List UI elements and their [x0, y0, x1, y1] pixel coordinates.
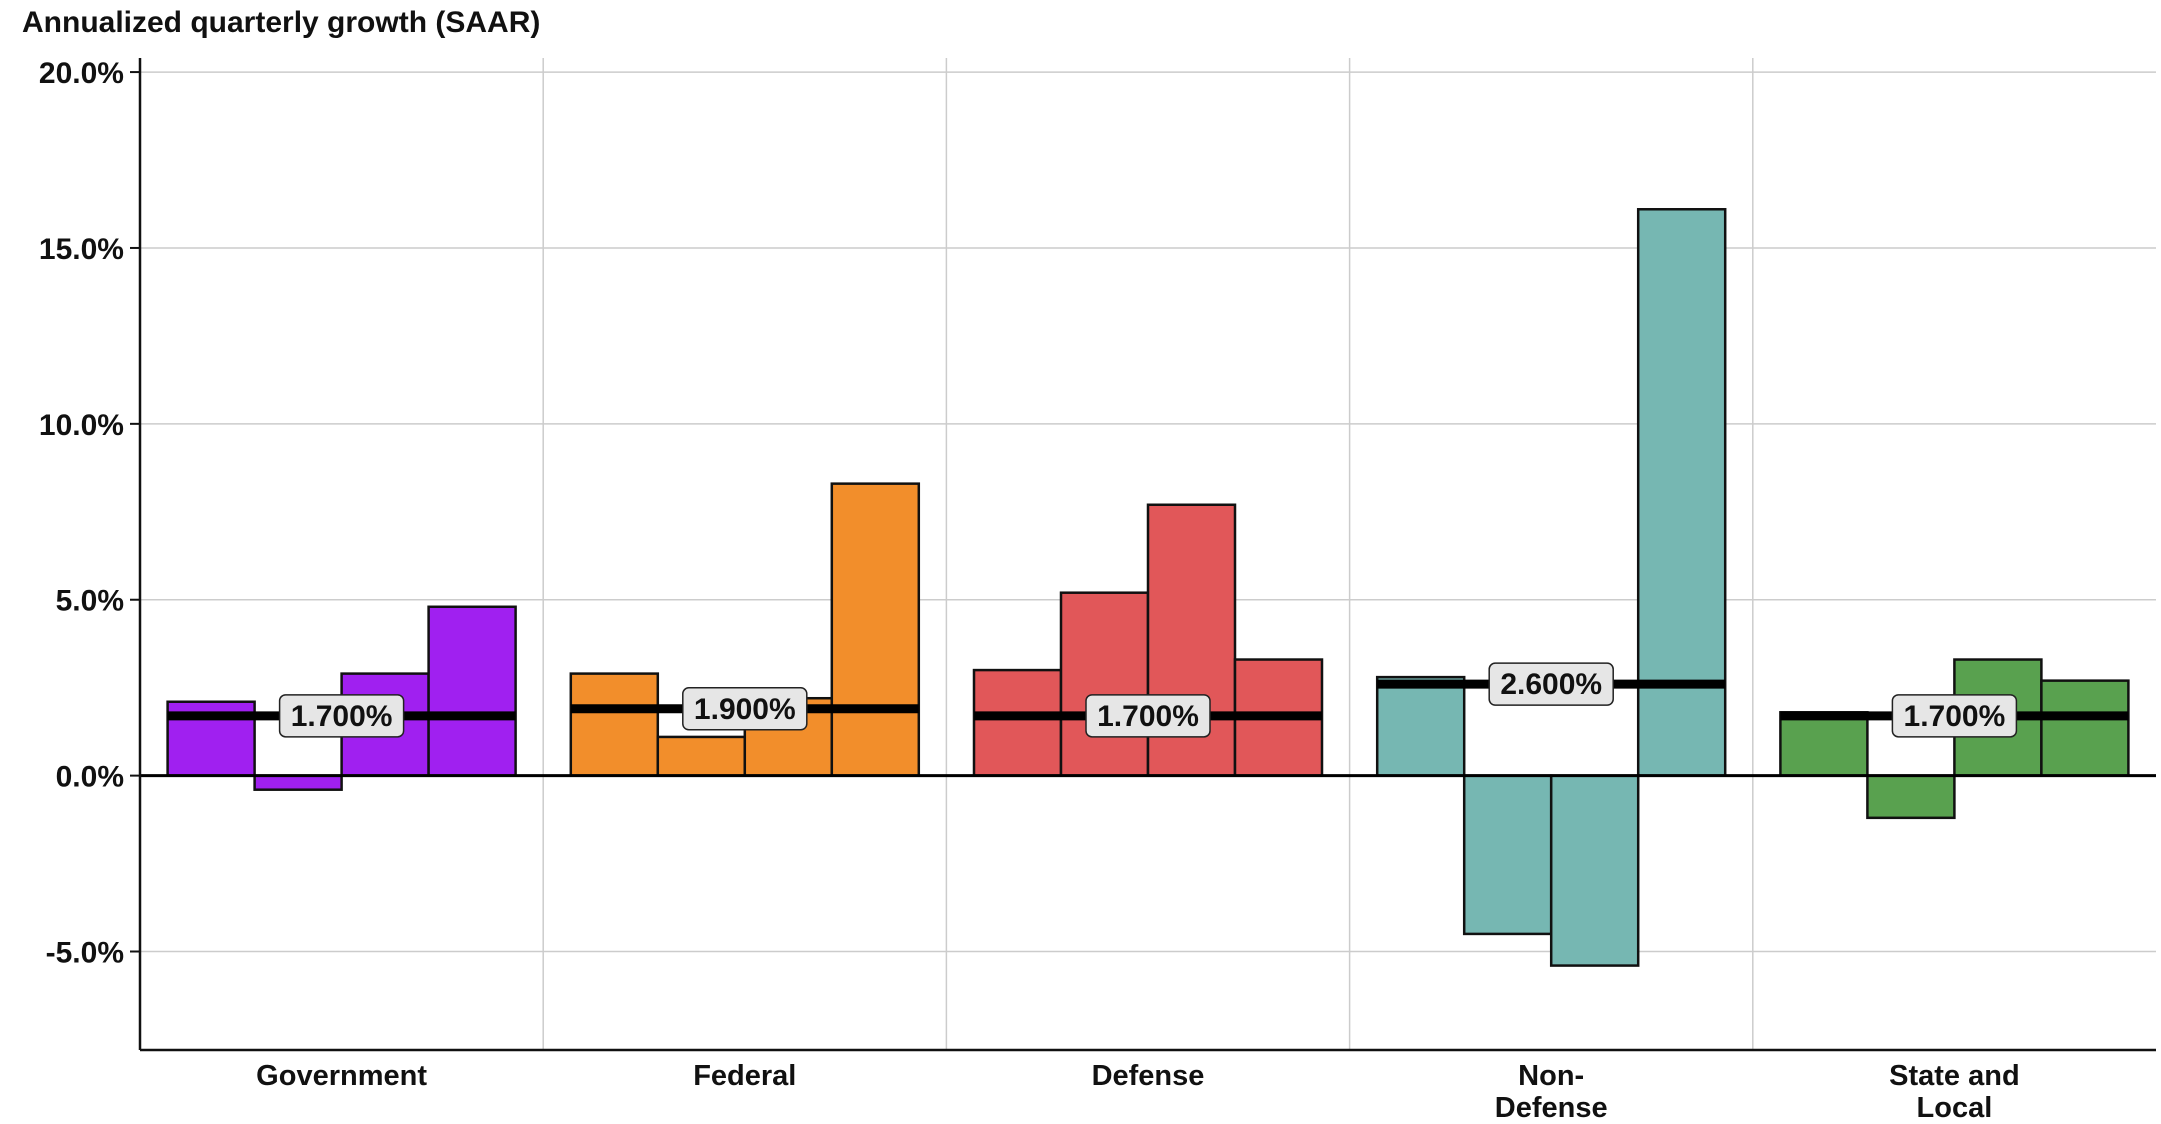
- bar: [830, 482, 921, 777]
- bar: [1636, 208, 1727, 777]
- bar: [1462, 774, 1553, 936]
- chart-title: Annualized quarterly growth (SAAR): [22, 6, 541, 39]
- average-label: 1.700%: [1097, 700, 1199, 733]
- average-label: 1.700%: [291, 700, 393, 733]
- y-tick-label: -5.0%: [46, 937, 124, 970]
- bar: [1059, 591, 1150, 777]
- x-tick-label: State and: [1889, 1060, 2020, 1092]
- x-tick-label: Federal: [693, 1060, 796, 1092]
- bar: [1779, 711, 1869, 777]
- average-label: 1.700%: [1904, 700, 2006, 733]
- bar: [253, 774, 343, 791]
- bar: [569, 672, 660, 777]
- average-label-box: [278, 694, 405, 738]
- bar: [2040, 679, 2130, 777]
- x-tick-label: Local: [1917, 1092, 1993, 1119]
- y-tick-label: 10.0%: [39, 409, 124, 442]
- average-label: 1.900%: [694, 693, 796, 726]
- average-label-box: [1891, 694, 2018, 738]
- x-tick-label: Non-: [1518, 1060, 1584, 1092]
- average-label: 2.600%: [1500, 668, 1602, 701]
- bar: [1866, 774, 1956, 820]
- average-label-box: [1085, 694, 1211, 738]
- x-tick-label: Defense: [1092, 1060, 1205, 1092]
- bar: [656, 735, 747, 777]
- bar: [1549, 774, 1640, 967]
- y-tick-label: 15.0%: [39, 233, 124, 266]
- y-tick-label: 0.0%: [56, 761, 124, 794]
- average-label-box: [1488, 662, 1614, 706]
- y-tick-label: 5.0%: [56, 585, 124, 618]
- bar: [972, 668, 1063, 777]
- y-tick-label: 20.0%: [39, 57, 124, 90]
- bar: [427, 605, 517, 777]
- bar: [1375, 675, 1466, 777]
- x-tick-label: Government: [256, 1060, 427, 1092]
- x-tick-label: Defense: [1495, 1092, 1608, 1119]
- average-label-box: [682, 687, 808, 731]
